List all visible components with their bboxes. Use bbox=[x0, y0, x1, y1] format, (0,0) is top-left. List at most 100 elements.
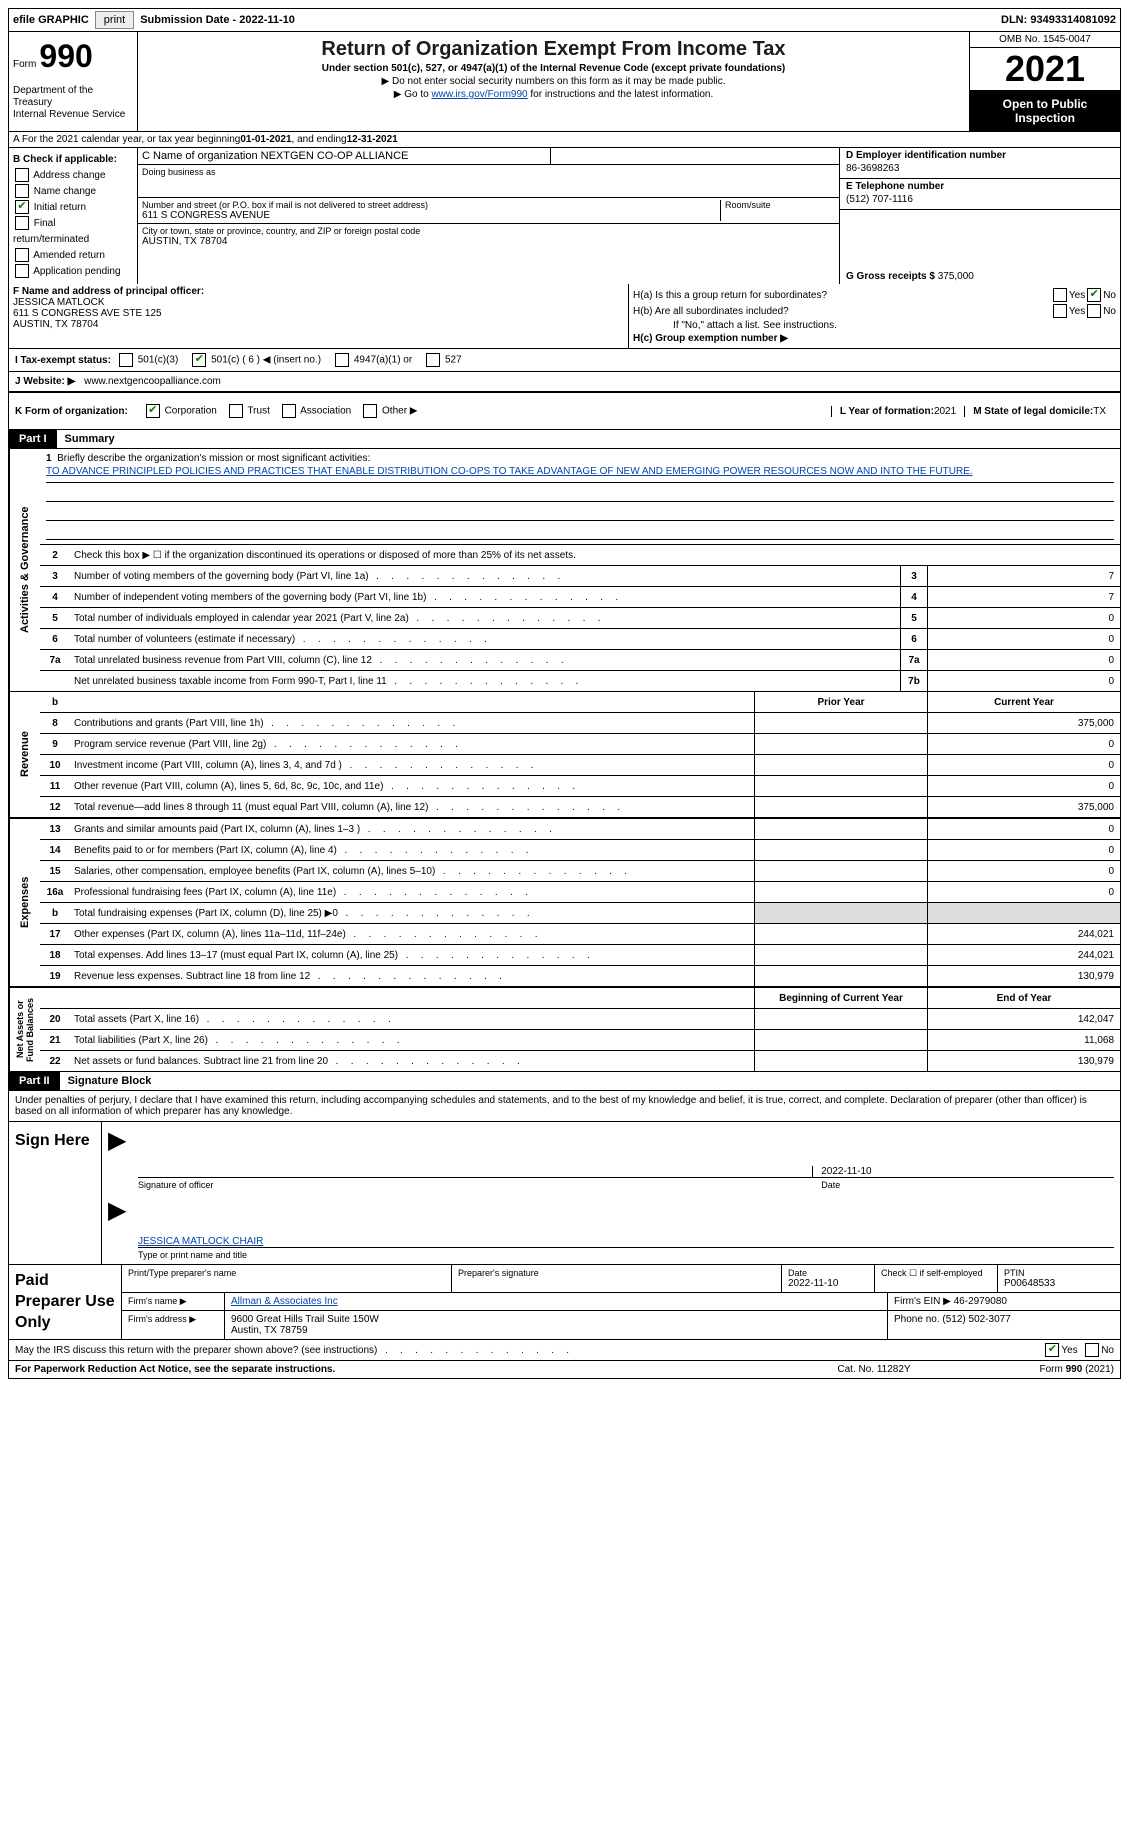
preparer-sig-label: Preparer's signature bbox=[452, 1265, 782, 1292]
submission-date: Submission Date - 2022-11-10 bbox=[140, 14, 295, 26]
arrow-icon: ▶ bbox=[108, 1127, 126, 1154]
mission-block: 1 Briefly describe the organization's mi… bbox=[40, 449, 1120, 545]
officer-signature-line: 2022-11-10 bbox=[138, 1157, 1114, 1178]
line-9: 9 Program service revenue (Part VIII, li… bbox=[40, 734, 1120, 755]
section-a: A For the 2021 calendar year, or tax yea… bbox=[8, 132, 1121, 148]
tax-year-begin: 01-01-2021 bbox=[240, 134, 291, 145]
line-17: 17 Other expenses (Part IX, column (A), … bbox=[40, 924, 1120, 945]
ein: 86-3698263 bbox=[846, 161, 1114, 176]
line-11: 11 Other revenue (Part VIII, column (A),… bbox=[40, 776, 1120, 797]
org-name-label: C Name of organization bbox=[142, 150, 258, 162]
cb-4947[interactable]: 4947(a)(1) or bbox=[333, 353, 412, 367]
open-to-public: Open to Public Inspection bbox=[970, 91, 1120, 131]
form-label: Form bbox=[13, 59, 36, 70]
form-header: Form 990 Department of the Treasury Inte… bbox=[8, 32, 1121, 132]
h-c: H(c) Group exemption number ▶ bbox=[633, 333, 1116, 344]
mission-text[interactable]: TO ADVANCE PRINCIPLED POLICIES AND PRACT… bbox=[46, 464, 1114, 483]
line-15: 15 Salaries, other compensation, employe… bbox=[40, 861, 1120, 882]
omb-number: OMB No. 1545-0047 bbox=[970, 32, 1120, 48]
line-b: b Total fundraising expenses (Part IX, c… bbox=[40, 903, 1120, 924]
city: AUSTIN, TX 78704 bbox=[142, 236, 835, 247]
line-19: 19 Revenue less expenses. Subtract line … bbox=[40, 966, 1120, 986]
cb-final-return[interactable]: Final return/terminated bbox=[13, 216, 133, 248]
firm-ein: 46-2979080 bbox=[954, 1296, 1007, 1307]
firm-name[interactable]: Allman & Associates Inc bbox=[231, 1296, 338, 1307]
discuss-no[interactable] bbox=[1085, 1343, 1099, 1357]
form-title: Return of Organization Exempt From Incom… bbox=[144, 38, 963, 61]
cb-initial-return[interactable]: Initial return bbox=[13, 200, 133, 216]
phone: (512) 707-1116 bbox=[846, 192, 1114, 207]
gov-line-4: 4 Number of independent voting members o… bbox=[40, 587, 1120, 608]
ein-label: D Employer identification number bbox=[846, 150, 1006, 161]
officer-addr1: 611 S CONGRESS AVE STE 125 bbox=[13, 308, 162, 319]
line-12: 12 Total revenue—add lines 8 through 11 … bbox=[40, 797, 1120, 817]
self-employed-check[interactable]: Check ☐ if self-employed bbox=[875, 1265, 998, 1292]
sign-here-label: Sign Here bbox=[9, 1122, 102, 1264]
print-button[interactable]: print bbox=[95, 11, 134, 29]
ag-label: Activities & Governance bbox=[9, 449, 40, 691]
revenue-label: Revenue bbox=[9, 692, 40, 817]
paid-preparer-label: Paid Preparer Use Only bbox=[9, 1265, 122, 1339]
cb-name-change[interactable]: Name change bbox=[13, 184, 133, 200]
irs-link[interactable]: www.irs.gov/Form990 bbox=[431, 89, 527, 100]
ssn-note: ▶ Do not enter social security numbers o… bbox=[144, 76, 963, 87]
goto-note: ▶ Go to www.irs.gov/Form990 for instruct… bbox=[144, 89, 963, 100]
line-14: 14 Benefits paid to or for members (Part… bbox=[40, 840, 1120, 861]
b-label: B Check if applicable: bbox=[13, 154, 117, 165]
form-ref: Form 990 (2021) bbox=[954, 1364, 1114, 1375]
arrow-icon: ▶ bbox=[108, 1197, 126, 1224]
officer-name: JESSICA MATLOCK bbox=[13, 297, 105, 308]
cb-corporation[interactable]: Corporation bbox=[144, 404, 217, 418]
na-header: Beginning of Current Year End of Year bbox=[40, 988, 1120, 1009]
org-name: NEXTGEN CO-OP ALLIANCE bbox=[261, 150, 409, 162]
city-label: City or town, state or province, country… bbox=[142, 226, 835, 236]
cb-501c3[interactable]: 501(c)(3) bbox=[117, 353, 178, 367]
dept-treasury: Department of the Treasury Internal Reve… bbox=[13, 85, 133, 121]
gross-receipts: G Gross receipts $ 375,000 bbox=[846, 271, 974, 282]
line-20: 20 Total assets (Part X, line 16) 142,04… bbox=[40, 1009, 1120, 1030]
cb-501c[interactable]: 501(c) ( 6 ) ◀ (insert no.) bbox=[190, 353, 321, 367]
cb-application-pending[interactable]: Application pending bbox=[13, 264, 133, 280]
year-formation: L Year of formation: 2021 bbox=[831, 406, 964, 417]
cb-amended-return[interactable]: Amended return bbox=[13, 248, 133, 264]
gov-line-7b: Net unrelated business taxable income fr… bbox=[40, 671, 1120, 691]
discuss-yes[interactable] bbox=[1045, 1343, 1059, 1357]
cb-association[interactable]: Association bbox=[280, 404, 351, 418]
h-b: H(b) Are all subordinates included? Yes … bbox=[633, 304, 1116, 318]
tax-year-end: 12-31-2021 bbox=[347, 134, 398, 145]
section-k: K Form of organization: Corporation Trus… bbox=[8, 393, 1121, 430]
firm-phone: (512) 502-3077 bbox=[942, 1314, 1010, 1325]
paperwork-notice: For Paperwork Reduction Act Notice, see … bbox=[15, 1364, 794, 1375]
part-ii-header: Part II Signature Block bbox=[8, 1072, 1121, 1091]
paid-preparer-block: Paid Preparer Use Only Print/Type prepar… bbox=[8, 1265, 1121, 1340]
cat-no: Cat. No. 11282Y bbox=[794, 1364, 954, 1375]
part-i-badge: Part I bbox=[9, 430, 57, 448]
cb-527[interactable]: 527 bbox=[424, 353, 461, 367]
top-bar: efile GRAPHIC print Submission Date - 20… bbox=[8, 8, 1121, 32]
ptin: P00648533 bbox=[1004, 1278, 1114, 1289]
street-label: Number and street (or P.O. box if mail i… bbox=[142, 200, 720, 210]
section-c: C Name of organization NEXTGEN CO-OP ALL… bbox=[138, 148, 839, 284]
efile-label: efile GRAPHIC bbox=[13, 14, 89, 26]
discuss-row: May the IRS discuss this return with the… bbox=[8, 1340, 1121, 1361]
preparer-date: 2022-11-10 bbox=[788, 1278, 868, 1289]
form-subtitle: Under section 501(c), 527, or 4947(a)(1)… bbox=[144, 63, 963, 74]
h-b-note: If "No," attach a list. See instructions… bbox=[633, 320, 1116, 331]
cb-other[interactable]: Other ▶ bbox=[361, 404, 417, 418]
part-ii-badge: Part II bbox=[9, 1072, 60, 1090]
sig-label: Signature of officer bbox=[138, 1180, 213, 1190]
phone-label: E Telephone number bbox=[846, 181, 944, 192]
street: 611 S CONGRESS AVENUE bbox=[142, 210, 720, 221]
gov-line-5: 5 Total number of individuals employed i… bbox=[40, 608, 1120, 629]
gov-line-3: 3 Number of voting members of the govern… bbox=[40, 566, 1120, 587]
line-13: 13 Grants and similar amounts paid (Part… bbox=[40, 819, 1120, 840]
section-b: B Check if applicable: Address change Na… bbox=[9, 148, 138, 284]
gov-line-7a: 7a Total unrelated business revenue from… bbox=[40, 650, 1120, 671]
section-i: I Tax-exempt status: 501(c)(3) 501(c) ( … bbox=[8, 349, 1121, 372]
page-footer: For Paperwork Reduction Act Notice, see … bbox=[8, 1361, 1121, 1379]
signature-intro: Under penalties of perjury, I declare th… bbox=[8, 1091, 1121, 1122]
name-title-label: Type or print name and title bbox=[138, 1250, 1114, 1260]
officer-printed-name[interactable]: JESSICA MATLOCK CHAIR bbox=[138, 1236, 263, 1247]
cb-trust[interactable]: Trust bbox=[227, 404, 270, 418]
cb-address-change[interactable]: Address change bbox=[13, 168, 133, 184]
